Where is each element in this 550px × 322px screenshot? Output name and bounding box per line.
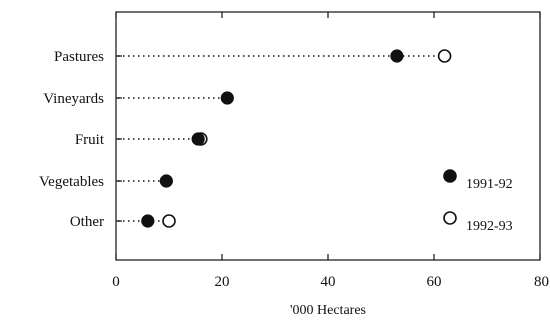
legend: 1991-92 1992-93 [443, 169, 513, 234]
row-fruit: Fruit [75, 132, 208, 148]
legend-marker-1992-93 [443, 211, 457, 225]
point-1991-92-pastures [390, 49, 404, 63]
x-tick-label-80: 80 [534, 274, 549, 290]
row-other: Other [70, 214, 176, 230]
legend-label-1991-92: 1991-92 [466, 177, 513, 192]
point-1992-93-other [162, 214, 176, 228]
x-tick-label-20: 20 [215, 274, 230, 290]
legend-marker-1991-92 [443, 169, 457, 183]
x-tick-label-60: 60 [427, 274, 442, 290]
x-tick-label-0: 0 [112, 274, 120, 290]
legend-label-1992-93: 1992-93 [466, 219, 513, 234]
row-vegetables: Vegetables [39, 174, 173, 190]
row-pastures: Pastures [54, 49, 452, 65]
x-axis-title: '000 Hectares [290, 303, 366, 318]
category-label-pastures: Pastures [54, 49, 104, 65]
point-1991-92-vineyards [220, 91, 234, 105]
point-1991-92-vegetables [159, 174, 173, 188]
row-vineyards: Vineyards [43, 91, 234, 107]
category-label-fruit: Fruit [75, 132, 105, 148]
category-rows: Pastures Vineyards Fruit Vegetables Other [39, 49, 452, 230]
category-label-other: Other [70, 214, 104, 230]
x-tick-label-40: 40 [321, 274, 336, 290]
x-axis: 0 20 40 60 80 [112, 12, 549, 290]
point-1992-93-pastures [437, 49, 452, 63]
point-1991-92-other [141, 214, 155, 228]
category-label-vegetables: Vegetables [39, 174, 104, 190]
point-1991-92-fruit [191, 132, 205, 146]
category-label-vineyards: Vineyards [43, 91, 104, 107]
